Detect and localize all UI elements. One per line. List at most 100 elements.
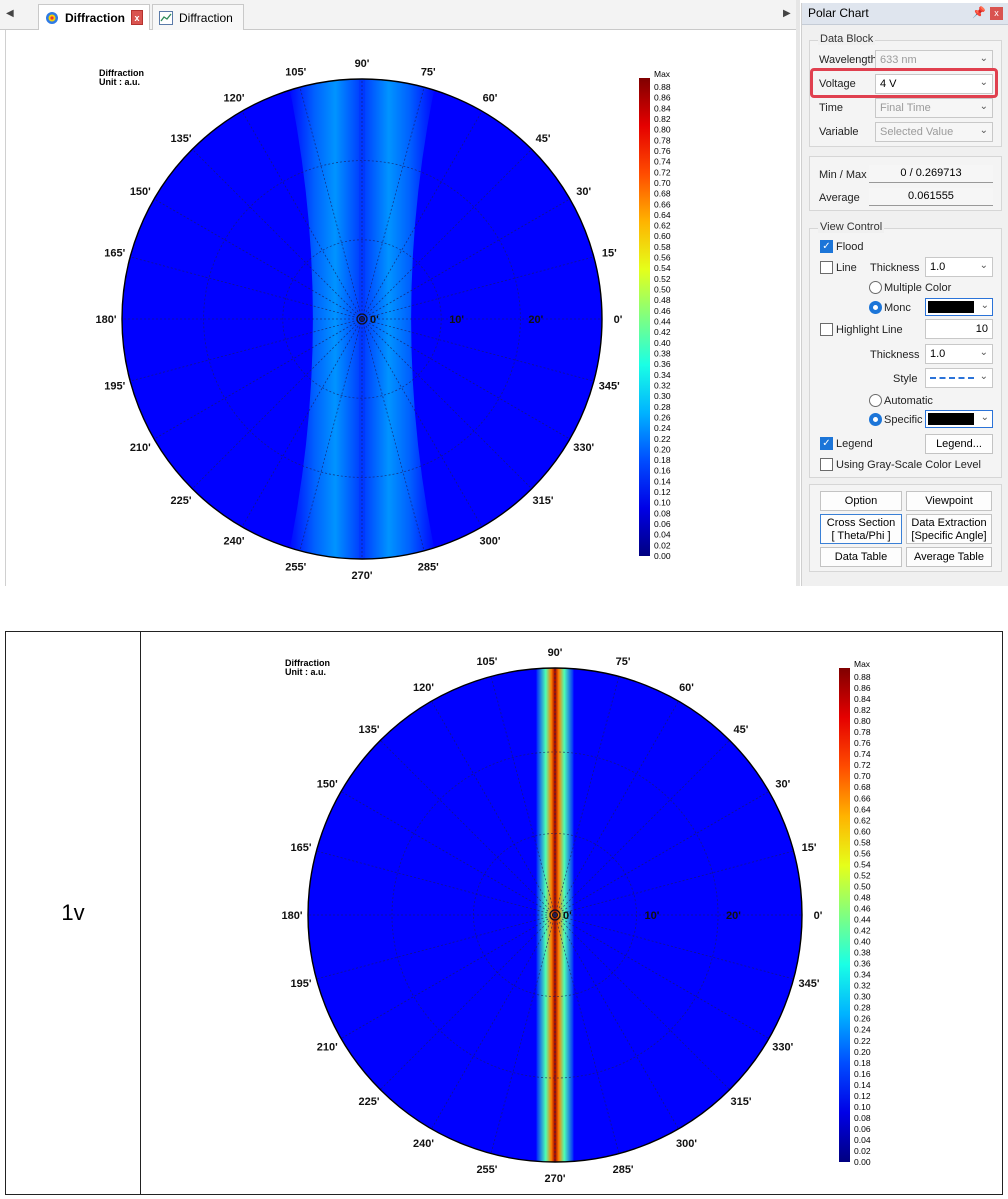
data-extraction-button[interactable]: Data Extraction [Specific Angle]	[906, 514, 992, 544]
voltage-select[interactable]: 4 V ⌄	[875, 74, 993, 94]
dashed-line-icon	[930, 377, 974, 380]
colorbar-tick-label: 0.16	[854, 1069, 871, 1079]
colorbar-tick-label: 0.72	[654, 167, 671, 177]
polar-chart-svg: 0' 15' 30' 45' 60' 75' 90' 105' 120' 135' 150' 165'…	[282, 647, 871, 1185]
wavelength-select[interactable]: 633 nm ⌄	[875, 50, 993, 70]
colorbar-tick-label: 0.62	[854, 815, 871, 825]
document-tabstrip: ◀ Diffraction x Diffraction ▶	[0, 0, 799, 30]
angle-tick-label: 255'	[285, 561, 306, 573]
specific-radio[interactable]	[869, 413, 882, 426]
angle-tick-label: 30'	[576, 186, 591, 198]
chevron-down-icon: ⌄	[979, 125, 988, 136]
colorbar-tick-label: 0.58	[854, 837, 871, 847]
line-checkbox[interactable]	[820, 261, 833, 274]
colorbar-tick-label: 0.34	[654, 370, 671, 380]
radial-gridline	[241, 110, 363, 320]
highlight-thickness-select[interactable]: 1.0 ⌄	[925, 344, 993, 364]
close-panel-icon[interactable]: x	[990, 7, 1003, 20]
tab-diffraction-active[interactable]: Diffraction x	[38, 4, 150, 30]
colorbar-tick-label: 0.48	[854, 892, 871, 902]
angle-tick-label: 180'	[96, 314, 117, 326]
colorbar-tick-label: 0.50	[854, 881, 871, 891]
mono-color-radio[interactable]	[869, 301, 882, 314]
highlight-color-picker[interactable]: ⌄	[925, 410, 993, 428]
angle-tick-label: 150'	[317, 779, 338, 791]
chevron-down-icon: ⌄	[979, 53, 988, 64]
colorbar-tick-label: 0.62	[654, 221, 671, 231]
polar-chart-view[interactable]: 0' 15' 30' 45' 60' 75' 90' 105' 120' 135' 150' 165'…	[5, 30, 795, 586]
angle-tick-label: 225'	[359, 1096, 380, 1108]
angle-tick-label: 285'	[613, 1164, 634, 1176]
splitter[interactable]	[796, 0, 800, 586]
chevron-down-icon: ⌄	[979, 260, 988, 271]
automatic-radio[interactable]	[869, 394, 882, 407]
colorbar-tick-label: 0.66	[654, 199, 671, 209]
average-label: Average	[819, 192, 860, 204]
colorbar-tick-label: 0.60	[854, 826, 871, 836]
angle-tick-label: 105'	[285, 67, 306, 79]
line-color-picker[interactable]: ⌄	[925, 298, 993, 316]
radial-tick-label: 10'	[645, 910, 660, 922]
radial-gridline	[490, 914, 556, 1154]
angle-tick-label: 75'	[616, 656, 631, 668]
cross-section-button[interactable]: Cross Section [ Theta/Phi ]	[820, 514, 902, 544]
angle-tick-label: 225'	[170, 495, 191, 507]
data-table-button[interactable]: Data Table	[820, 547, 902, 567]
voltage-label: Voltage	[819, 78, 856, 90]
radial-gridline	[361, 318, 594, 382]
colorbar-tick-label: 0.36	[654, 359, 671, 369]
colorbar-tick-label: 0.86	[854, 683, 871, 693]
radial-gridline	[380, 740, 556, 916]
chart-border	[121, 78, 603, 560]
highlight-line-input[interactable]: 10	[925, 319, 993, 339]
colorbar-tick-label: 0.64	[654, 210, 671, 220]
angle-tick-label: 300'	[480, 536, 501, 548]
table-divider	[140, 631, 141, 1195]
colorbar-tick-label: 0.50	[654, 285, 671, 295]
colorbar	[839, 668, 850, 1162]
chevron-down-icon: ⌄	[979, 77, 988, 88]
center-marker	[356, 313, 368, 325]
flood-checkbox[interactable]: ✓	[820, 240, 833, 253]
radial-gridline	[554, 740, 730, 916]
polar-grid	[308, 668, 802, 1162]
ring-gridline	[391, 751, 719, 1079]
tab-diffraction-plot[interactable]: Diffraction	[152, 4, 244, 30]
angle-tick-label: 330'	[772, 1042, 793, 1054]
radial-gridline	[361, 318, 571, 440]
close-tab-icon[interactable]: x	[131, 10, 143, 25]
minmax-label: Min / Max	[819, 169, 867, 181]
line-thickness-select[interactable]: 1.0 ⌄	[925, 257, 993, 277]
scroll-left-icon[interactable]: ◀	[6, 8, 14, 19]
comparison-table	[5, 631, 1003, 1195]
multiple-color-radio[interactable]	[869, 281, 882, 294]
legend-checkbox[interactable]: ✓	[820, 437, 833, 450]
colorbar-tick-label: 0.70	[854, 771, 871, 781]
polar-chart-1v: 0' 15' 30' 45' 60' 75' 90' 105' 120' 135' 150' 165'…	[141, 632, 1002, 1194]
grayscale-checkbox[interactable]	[820, 458, 833, 471]
radial-tick-label: 20'	[726, 910, 741, 922]
colorbar-tick-label: 0.32	[654, 380, 671, 390]
colorbar-tick-label: 0.72	[854, 760, 871, 770]
average-table-button[interactable]: Average Table	[906, 547, 992, 567]
option-button[interactable]: Option	[820, 491, 902, 511]
scroll-right-icon[interactable]: ▶	[783, 8, 791, 19]
pin-icon[interactable]: 📌	[972, 7, 986, 19]
highlight-line-checkbox[interactable]	[820, 323, 833, 336]
colorbar-tick-label: 0.56	[654, 253, 671, 263]
colorbar-tick-label: 0.54	[654, 263, 671, 273]
radial-gridline	[554, 850, 794, 916]
colorbar-tick-label: 0.38	[854, 948, 871, 958]
radial-tick-label: 0'	[370, 314, 379, 326]
colorbar-tick-label: 0.22	[854, 1036, 871, 1046]
time-select[interactable]: Final Time ⌄	[875, 98, 993, 118]
variable-select[interactable]: Selected Value ⌄	[875, 122, 993, 142]
radial-gridline	[431, 700, 556, 916]
angle-tick-label: 345'	[799, 978, 820, 990]
line-style-select[interactable]: ⌄	[925, 368, 993, 388]
radial-gridline	[554, 676, 620, 916]
wavelength-label: Wavelength	[819, 54, 877, 66]
panel-title: Polar Chart	[808, 6, 869, 20]
viewpoint-button[interactable]: Viewpoint	[906, 491, 992, 511]
legend-button[interactable]: Legend...	[925, 434, 993, 454]
